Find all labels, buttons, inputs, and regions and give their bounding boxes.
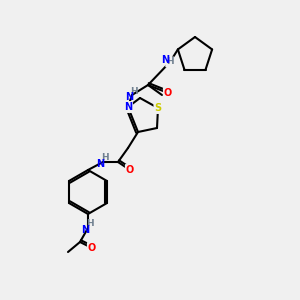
Text: N: N xyxy=(124,102,132,112)
Text: N: N xyxy=(125,92,133,102)
Text: H: H xyxy=(130,86,138,95)
Text: H: H xyxy=(86,220,94,229)
Text: N: N xyxy=(96,159,104,169)
Text: N: N xyxy=(161,55,169,65)
Text: N: N xyxy=(81,225,89,235)
Text: O: O xyxy=(164,88,172,98)
Text: S: S xyxy=(154,103,162,113)
Text: H: H xyxy=(166,58,174,67)
Text: O: O xyxy=(88,243,96,253)
Text: O: O xyxy=(126,165,134,175)
Text: H: H xyxy=(101,154,109,163)
